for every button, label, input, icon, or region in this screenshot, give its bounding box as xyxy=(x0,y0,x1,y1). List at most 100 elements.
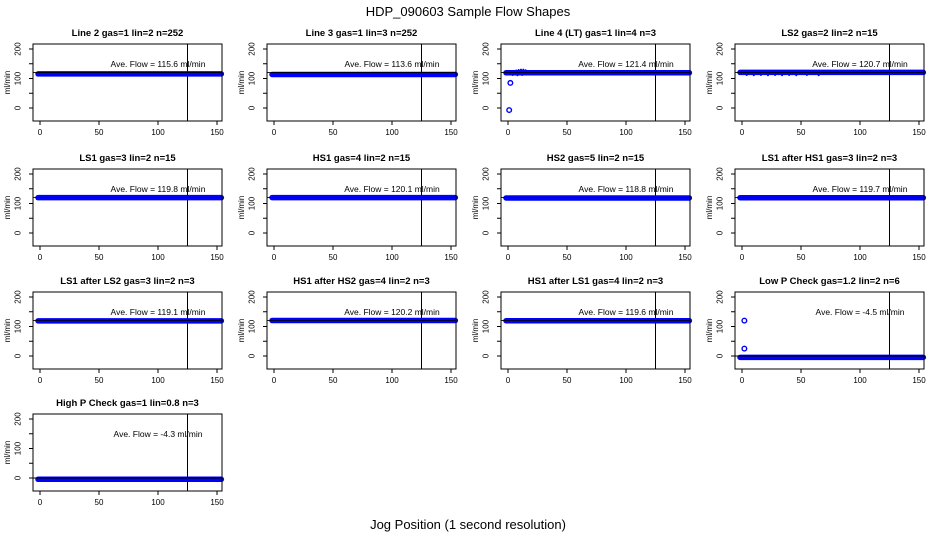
ave-flow-label: Ave. Flow = 121.4 ml/min xyxy=(578,59,674,69)
plot-box xyxy=(734,291,925,370)
x-tick-label: 0 xyxy=(272,128,277,137)
subplot-canvas: 0 100 200 ml/min 0 50 100 150 LS1 after HS1 gas=… xyxy=(705,153,926,262)
subplot-4: 0 100 200 ml/min 0 50 100 150 LS2 gas=2 lin=2 n=… xyxy=(702,20,936,145)
y-tick-label: 0 xyxy=(716,105,725,110)
x-tick-label: 100 xyxy=(151,253,165,262)
scatter-point xyxy=(788,73,791,76)
plot-box xyxy=(32,413,223,492)
plot-box xyxy=(32,168,223,247)
x-tick-label: 150 xyxy=(444,128,458,137)
subplot-title: Low P Check gas=1.2 lin=2 n=6 xyxy=(759,276,900,287)
scatter-point xyxy=(524,69,527,72)
y-tick-label: 100 xyxy=(248,319,257,333)
scatter-point xyxy=(517,68,520,71)
x-tick-label: 50 xyxy=(797,376,806,385)
y-tick-label: 0 xyxy=(14,475,23,480)
x-tick-label: 100 xyxy=(853,376,867,385)
subplot-canvas: 0 100 200 ml/min 0 50 100 150 Line 3 gas=1 lin=3… xyxy=(237,28,458,137)
x-tick-label: 150 xyxy=(678,128,692,137)
subplot-canvas: 0 100 200 ml/min 0 50 100 150 HS1 after HS2 gas=… xyxy=(237,276,458,385)
x-tick-label: 50 xyxy=(95,128,104,137)
x-tick-label: 150 xyxy=(444,253,458,262)
plot-box xyxy=(500,43,691,122)
ave-flow-label: Ave. Flow = 119.8 ml/min xyxy=(111,184,206,194)
ave-flow-label: Ave. Flow = 120.7 ml/min xyxy=(812,59,908,69)
y-tick-label: 0 xyxy=(482,353,491,358)
y-tick-label: 0 xyxy=(482,230,491,235)
subplot-canvas: 0 100 200 ml/min 0 50 100 150 LS1 gas=3 lin=2 n=… xyxy=(3,153,224,262)
x-tick-label: 150 xyxy=(210,498,224,507)
subplot-title: LS1 after LS2 gas=3 lin=2 n=3 xyxy=(60,276,194,287)
x-tick-label: 0 xyxy=(506,128,511,137)
subplot-title: LS1 after HS1 gas=3 lin=2 n=3 xyxy=(762,153,897,164)
subplot-title: HS2 gas=5 lin=2 n=15 xyxy=(547,153,645,164)
ave-flow-label: Ave. Flow = -4.3 ml/min xyxy=(114,429,203,439)
y-axis-label: ml/min xyxy=(237,196,246,220)
y-tick-label: 200 xyxy=(14,412,23,426)
subplot-9: 0 100 200 ml/min 0 50 100 150 LS1 after LS2 gas=… xyxy=(0,268,234,393)
x-tick-label: 150 xyxy=(678,376,692,385)
x-tick-label: 0 xyxy=(740,253,745,262)
y-tick-label: 0 xyxy=(14,353,23,358)
x-tick-label: 100 xyxy=(853,253,867,262)
subplot-6: 0 100 200 ml/min 0 50 100 150 HS1 gas=4 lin=2 n=… xyxy=(234,145,468,270)
subplot-title: Line 4 (LT) gas=1 lin=4 n=3 xyxy=(535,28,656,39)
scatter-point xyxy=(774,73,777,76)
subplot-3: 0 100 200 ml/min 0 50 100 150 Line 4 (LT) gas=1 … xyxy=(468,20,702,145)
plot-box xyxy=(32,291,223,370)
x-tick-label: 0 xyxy=(740,376,745,385)
plot-box xyxy=(500,291,691,370)
subplot-canvas: 0 100 200 ml/min 0 50 100 150 HS2 gas=5 lin=2 n=… xyxy=(471,153,692,262)
x-tick-label: 50 xyxy=(563,128,572,137)
subplot-canvas: 0 100 200 ml/min 0 50 100 150 Line 2 gas=1 lin=2… xyxy=(3,28,224,137)
ave-flow-label: Ave. Flow = 119.1 ml/min xyxy=(111,307,206,317)
y-tick-label: 0 xyxy=(248,353,257,358)
y-axis-label: ml/min xyxy=(3,71,12,95)
y-tick-label: 100 xyxy=(482,71,491,85)
subplot-title: HS1 after LS1 gas=4 lin=2 n=3 xyxy=(528,276,663,287)
scatter-point xyxy=(817,74,820,77)
y-tick-label: 0 xyxy=(14,230,23,235)
subplot-canvas: 0 100 200 ml/min 0 50 100 150 High P Check gas=1… xyxy=(3,398,224,507)
x-tick-label: 0 xyxy=(506,376,511,385)
ave-flow-label: Ave. Flow = 120.1 ml/min xyxy=(344,184,440,194)
x-tick-label: 100 xyxy=(619,253,633,262)
plot-box xyxy=(32,43,223,122)
x-tick-label: 150 xyxy=(210,376,224,385)
x-tick-label: 0 xyxy=(272,376,277,385)
x-tick-label: 50 xyxy=(797,128,806,137)
y-axis-label: ml/min xyxy=(3,196,12,220)
x-tick-label: 50 xyxy=(563,253,572,262)
x-tick-label: 50 xyxy=(329,376,338,385)
subplot-2: 0 100 200 ml/min 0 50 100 150 Line 3 gas=1 lin=3… xyxy=(234,20,468,145)
subplot-canvas: 0 100 200 ml/min 0 50 100 150 LS2 gas=2 lin=2 n=… xyxy=(705,28,926,137)
scatter-point xyxy=(766,74,769,77)
y-tick-label: 0 xyxy=(716,230,725,235)
x-tick-label: 150 xyxy=(678,253,692,262)
x-tick-label: 50 xyxy=(95,253,104,262)
y-tick-label: 200 xyxy=(482,290,491,304)
subplot-title: Line 2 gas=1 lin=2 n=252 xyxy=(72,28,184,39)
y-tick-label: 0 xyxy=(716,353,725,358)
y-tick-label: 0 xyxy=(482,105,491,110)
x-tick-label: 0 xyxy=(38,128,43,137)
x-tick-label: 150 xyxy=(912,376,926,385)
ave-flow-label: Ave. Flow = 118.8 ml/min xyxy=(579,184,674,194)
y-tick-label: 100 xyxy=(14,71,23,85)
x-tick-label: 50 xyxy=(797,253,806,262)
x-tick-label: 150 xyxy=(444,376,458,385)
subplot-13: 0 100 200 ml/min 0 50 100 150 High P Check gas=1… xyxy=(0,390,234,515)
scatter-point xyxy=(781,74,784,77)
x-tick-label: 0 xyxy=(38,498,43,507)
x-tick-label: 150 xyxy=(912,128,926,137)
subplot-5: 0 100 200 ml/min 0 50 100 150 LS1 gas=3 lin=2 n=… xyxy=(0,145,234,270)
y-tick-label: 100 xyxy=(248,196,257,210)
outlier-point xyxy=(507,79,514,86)
x-tick-label: 100 xyxy=(385,253,399,262)
x-tick-label: 100 xyxy=(151,128,165,137)
x-tick-label: 0 xyxy=(506,253,511,262)
subplot-title: LS2 gas=2 lin=2 n=15 xyxy=(781,28,878,39)
subplot-title: LS1 gas=3 lin=2 n=15 xyxy=(79,153,176,164)
scatter-point xyxy=(745,73,748,76)
ave-flow-label: Ave. Flow = 119.7 ml/min xyxy=(813,184,908,194)
